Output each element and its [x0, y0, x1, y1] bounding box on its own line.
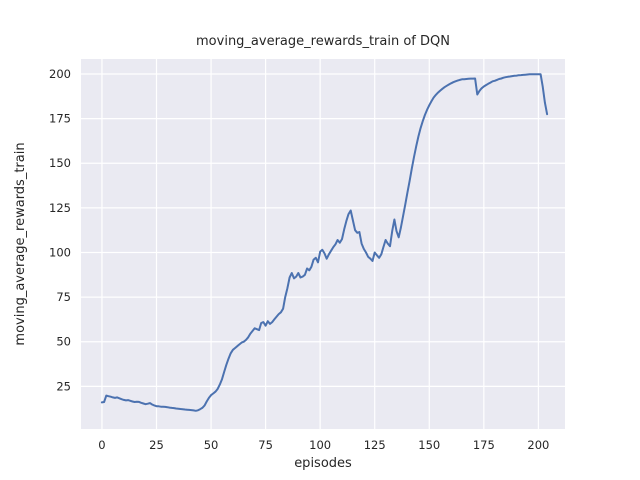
y-axis-label: moving_average_rewards_train: [13, 142, 28, 345]
x-tick-label: 200: [527, 438, 549, 452]
x-tick-label: 175: [473, 438, 495, 452]
x-tick-labels: 0 25 50 75 100 125 150 175 200: [98, 438, 549, 452]
y-tick-label: 175: [49, 112, 71, 126]
x-tick-label: 100: [309, 438, 331, 452]
y-tick-label: 75: [56, 290, 71, 304]
y-tick-labels: 25 50 75 100 125 150 175 200: [49, 67, 71, 393]
x-tick-label: 125: [364, 438, 386, 452]
chart-title: moving_average_rewards_train of DQN: [196, 34, 450, 49]
y-tick-label: 50: [56, 335, 71, 349]
y-tick-label: 200: [49, 67, 71, 81]
y-tick-label: 150: [49, 156, 71, 170]
x-tick-label: 50: [204, 438, 219, 452]
y-tick-label: 25: [56, 379, 71, 393]
plot-area: [81, 59, 565, 429]
x-tick-label: 25: [149, 438, 164, 452]
y-tick-label: 100: [49, 245, 71, 259]
x-tick-label: 75: [258, 438, 273, 452]
x-axis-label: episodes: [294, 456, 352, 471]
y-tick-label: 125: [49, 201, 71, 215]
x-tick-label: 150: [418, 438, 440, 452]
dqn-line-series: [100, 73, 549, 412]
x-tick-label: 0: [98, 438, 105, 452]
